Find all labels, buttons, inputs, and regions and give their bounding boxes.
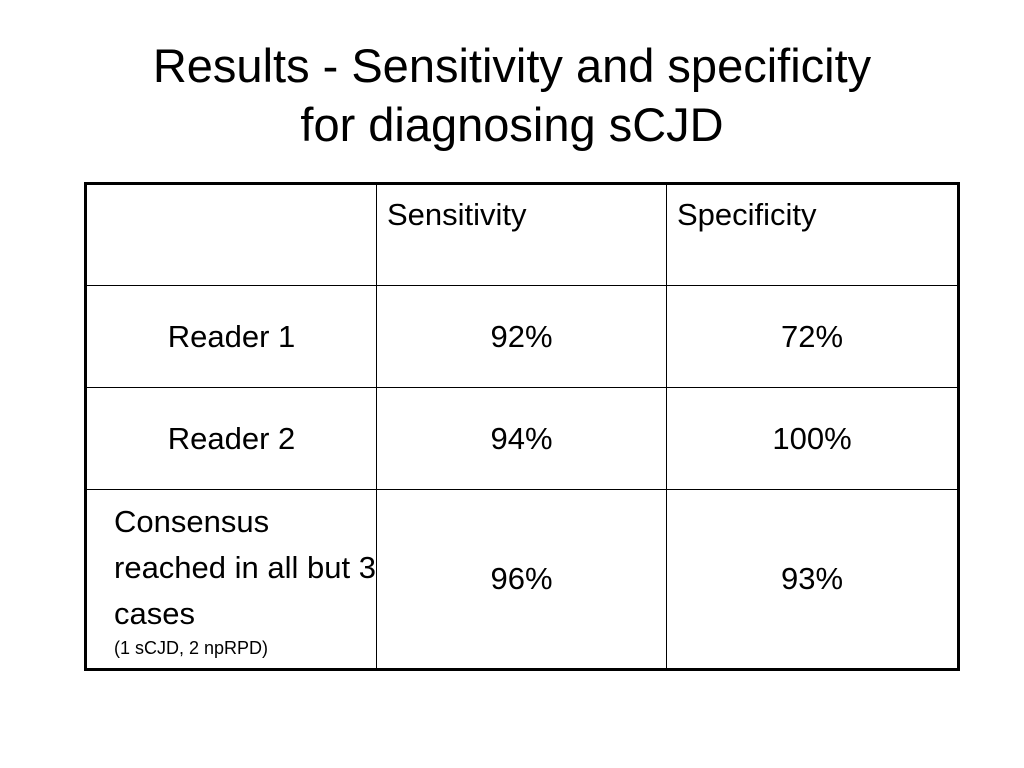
row-note: (1 sCJD, 2 npRPD) <box>114 638 269 658</box>
empty-cell <box>85 183 377 286</box>
cell-value: 100% <box>666 387 959 490</box>
cell-value: 96% <box>376 489 667 670</box>
row-label: Consensus reached in all but 3 cases <box>114 504 376 631</box>
table-row: Consensus reached in all but 3 cases (1 … <box>85 489 959 670</box>
table-row: Reader 1 92% 72% <box>85 285 959 388</box>
cell-value: 92% <box>376 285 667 388</box>
row-label-cell: Consensus reached in all but 3 cases (1 … <box>85 489 377 670</box>
row-label: Reader 1 <box>85 285 377 388</box>
slide-title: Results - Sensitivity and specificity fo… <box>0 36 1024 154</box>
results-table: Sensitivity Specificity Reader 1 92% 72%… <box>84 182 960 671</box>
cell-value: 72% <box>666 285 959 388</box>
header-row: Sensitivity Specificity <box>85 183 959 286</box>
row-label: Reader 2 <box>85 387 377 490</box>
cell-value: 94% <box>376 387 667 490</box>
column-header: Sensitivity <box>376 183 667 286</box>
table-row: Reader 2 94% 100% <box>85 387 959 490</box>
cell-value: 93% <box>666 489 959 670</box>
column-header: Specificity <box>666 183 959 286</box>
title-line: Results - Sensitivity and specificity <box>152 39 872 92</box>
title-line: for diagnosing sCJD <box>300 98 724 151</box>
